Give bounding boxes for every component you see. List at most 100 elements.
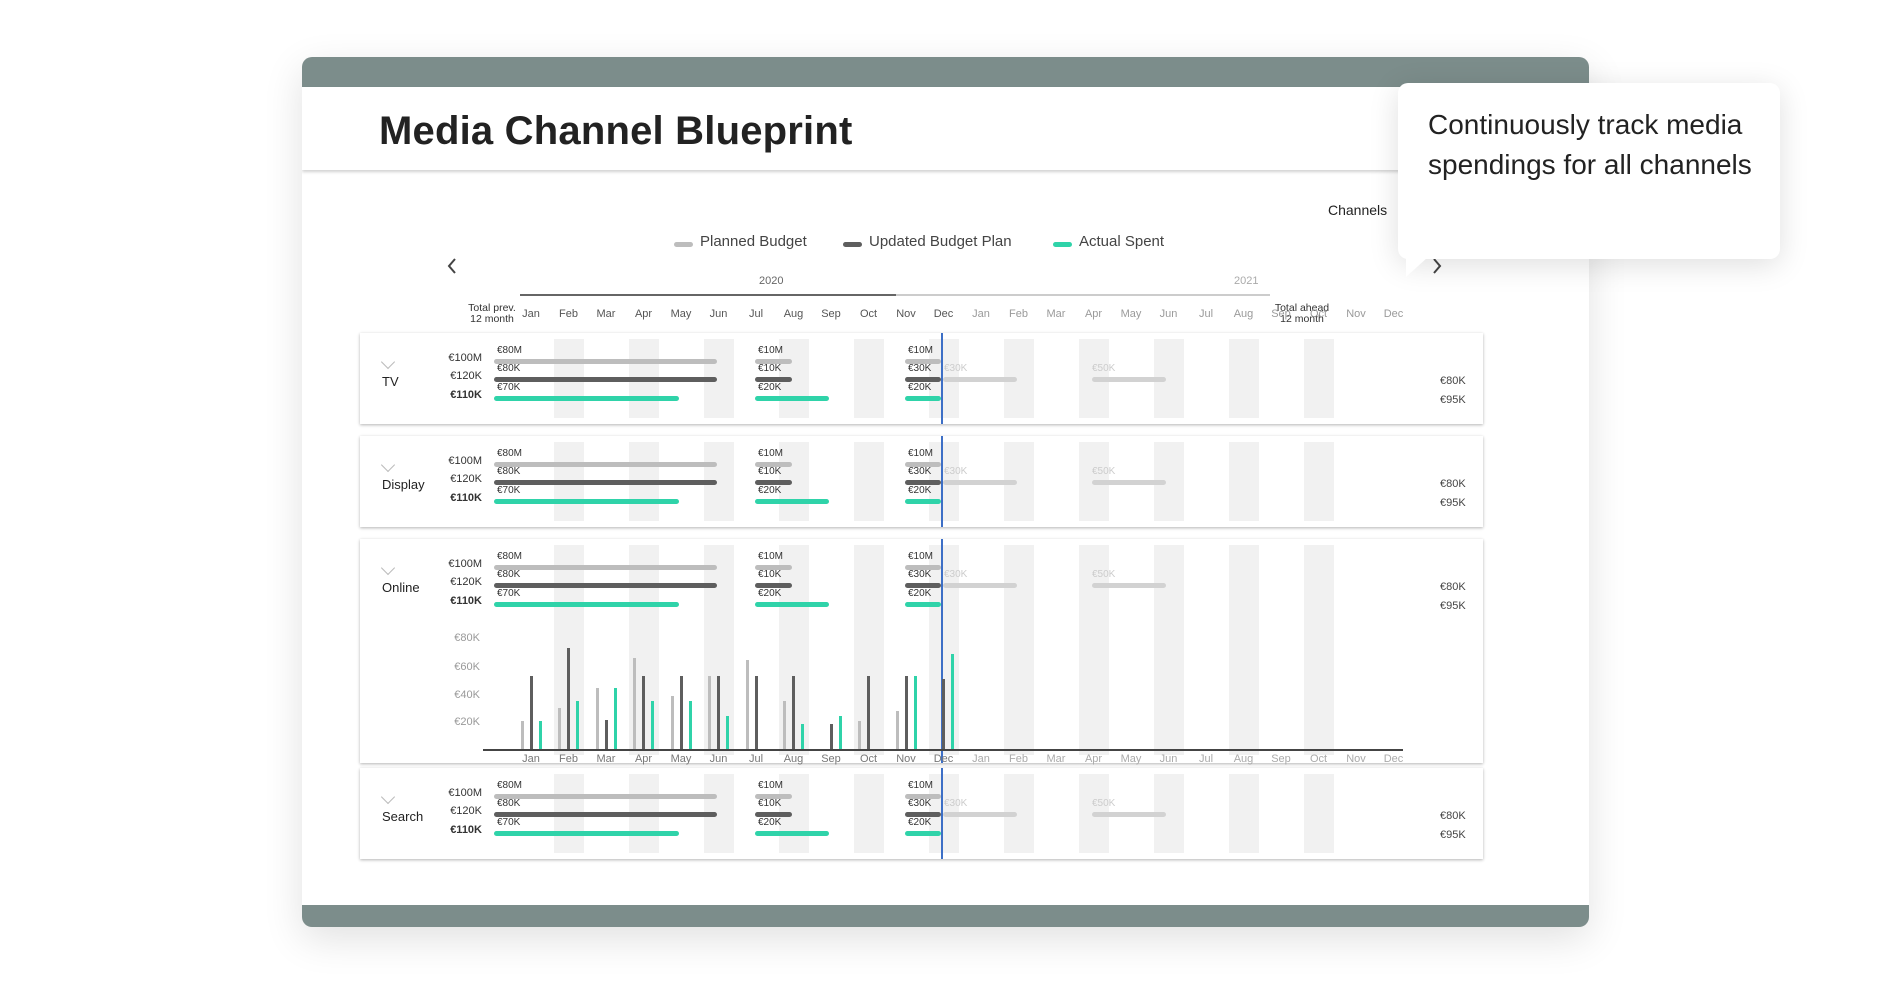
chevron-down-icon[interactable] — [380, 354, 396, 370]
chart-bar-actual — [613, 688, 617, 749]
future-budget-label: €50K — [1092, 466, 1116, 477]
chart-x-label: Aug — [1233, 753, 1254, 765]
month-column-shade — [1303, 774, 1334, 853]
budget-label: €80K — [497, 363, 521, 374]
budget-label: €80K — [497, 466, 521, 477]
chart-bar-actual — [651, 700, 654, 749]
budget-bar — [755, 812, 792, 817]
future-budget-label: €30K — [944, 798, 968, 809]
budget-bar — [905, 480, 941, 485]
chart-x-label: Sep — [1271, 753, 1291, 765]
legend-swatch-planned — [674, 242, 693, 247]
channel-panel-online: Online €100M €120K €110K €80K €95K €80M €80K €70… — [360, 539, 1483, 765]
month-label: Nov — [896, 308, 916, 320]
budget-bar — [905, 812, 941, 817]
budget-label: €30K — [908, 798, 932, 809]
budget-bar — [755, 565, 792, 570]
month-label: Aug — [783, 308, 804, 320]
tooltip-text: Continuously track media spendings for a… — [1428, 109, 1752, 180]
chart-bar-updated — [829, 723, 833, 749]
chart-bar-updated — [717, 675, 720, 749]
month-label: Jun — [709, 308, 728, 320]
future-budget-bar — [1092, 377, 1166, 382]
future-budget-label: €50K — [1092, 363, 1116, 374]
month-column-shade — [1003, 545, 1034, 755]
chart-bar-planned — [745, 660, 749, 749]
year-label-2020: 2020 — [759, 275, 784, 287]
chart-bar-actual — [688, 700, 692, 749]
channel-panel-display: Display €100M €120K €110K €80K €95K €80M €80K €7… — [360, 436, 1483, 527]
month-label: Feb — [559, 308, 578, 320]
chart-x-label: Nov — [1346, 753, 1366, 765]
chart-bar-updated — [642, 675, 645, 749]
total-prev-value: €100M — [448, 787, 482, 799]
chart-bar-updated — [904, 675, 908, 749]
chart-bar-planned — [520, 721, 524, 749]
month-column-shade — [1228, 774, 1259, 853]
budget-label: €10M — [758, 780, 784, 791]
chart-bar-updated — [942, 679, 945, 749]
budget-label: €20K — [908, 817, 932, 828]
current-period-divider — [941, 333, 943, 424]
budget-label: €80M — [497, 345, 523, 356]
budget-bar — [905, 602, 941, 607]
month-label: Nov — [1346, 308, 1366, 320]
budget-label: €80M — [497, 780, 523, 791]
budget-bar — [905, 377, 941, 382]
y-tick-label: €80K — [454, 632, 480, 644]
total-ahead-value: €80K — [1440, 375, 1466, 387]
total-prev-value: €100M — [448, 558, 482, 570]
budget-bar — [494, 812, 717, 817]
budget-label: €10M — [758, 448, 784, 459]
budget-label: €70K — [497, 485, 521, 496]
month-label: Apr — [634, 308, 653, 320]
chart-x-label: Oct — [859, 753, 878, 765]
chart-bar-actual — [913, 675, 917, 749]
chart-bar-updated — [529, 675, 533, 749]
budget-label: €70K — [497, 817, 521, 828]
month-column-shade — [1228, 442, 1259, 521]
legend-swatch-updated — [843, 242, 862, 247]
channel-name: Display — [382, 477, 425, 492]
budget-bar — [494, 499, 679, 504]
tooltip-tail — [1406, 257, 1428, 277]
budget-bar — [755, 377, 792, 382]
month-label: Sep — [1271, 308, 1291, 320]
total-ahead-value: €95K — [1440, 600, 1466, 612]
chart-x-label: Oct — [1309, 753, 1328, 765]
next-period-button[interactable] — [1430, 255, 1444, 283]
chart-x-label: May — [1120, 753, 1142, 765]
month-label: Jan — [522, 308, 540, 320]
y-tick-label: €20K — [454, 716, 480, 728]
budget-bar — [755, 602, 829, 607]
budget-label: €80M — [497, 551, 523, 562]
budget-label: €80M — [497, 448, 523, 459]
prev-period-button[interactable] — [445, 255, 459, 283]
card-top-bar — [302, 57, 1589, 87]
chevron-down-icon[interactable] — [380, 457, 396, 473]
chart-x-label: Mar — [1046, 753, 1066, 765]
month-column-shade — [1228, 545, 1259, 755]
budget-bar — [755, 583, 792, 588]
total-prev-value: €110K — [450, 389, 482, 401]
budget-label: €80K — [497, 569, 521, 580]
month-column-shade — [1078, 545, 1109, 755]
chevron-down-icon[interactable] — [380, 789, 396, 805]
month-column-shade — [1303, 339, 1334, 418]
budget-bar — [905, 396, 941, 401]
chart-x-label: Mar — [596, 753, 616, 765]
budget-label: €30K — [908, 363, 932, 374]
budget-label: €20K — [758, 588, 782, 599]
budget-bar — [905, 583, 941, 588]
budget-label: €20K — [758, 817, 782, 828]
channels-filter[interactable]: Channels — [1328, 202, 1388, 218]
budget-bar — [905, 359, 941, 364]
chart-bar-planned — [670, 695, 674, 749]
month-label: Jan — [972, 308, 990, 320]
budget-bar — [494, 462, 717, 467]
month-column-shade — [1228, 339, 1259, 418]
chart-bar-planned — [783, 700, 786, 749]
chevron-down-icon[interactable] — [380, 560, 396, 576]
total-ahead-value: €95K — [1440, 829, 1466, 841]
total-prev-value: €110K — [450, 824, 482, 836]
